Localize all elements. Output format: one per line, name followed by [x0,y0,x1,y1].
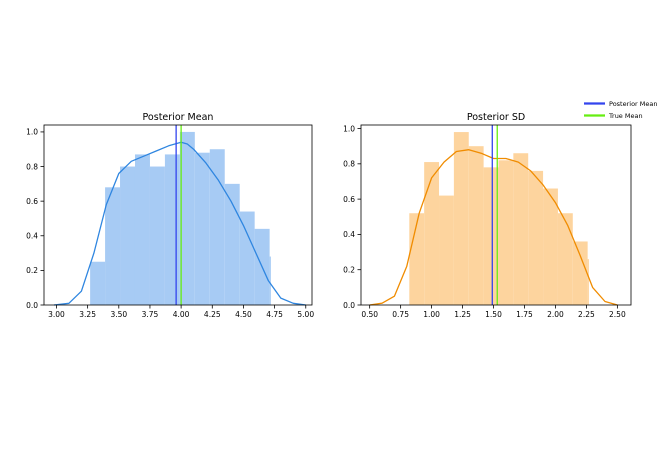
posterior-sd-chart: Posterior SD 0.50 0.75 1.00 1.25 1.50 1.75 2.00… [343,112,632,319]
histogram-bar [149,166,165,305]
histogram-bar [164,154,180,305]
x-tick-label: 1.75 [516,310,533,319]
histogram-bar [468,146,484,305]
y-tick-label: 0.2 [343,266,355,275]
x-tick-label: 3.50 [110,310,127,319]
histogram-bar [557,213,573,305]
x-tick-label: 3.00 [48,310,65,319]
histogram-bar [513,153,529,305]
histogram-bar [120,166,135,305]
histogram-bar [424,162,440,305]
histogram-bar [194,152,210,305]
histogram-bar [209,149,225,305]
x-tick-label: 1.50 [485,310,502,319]
histogram-bar [90,261,106,305]
kde-line [53,141,306,306]
histogram-bar [572,241,588,305]
y-tick-label: 0.0 [343,301,355,310]
x-tick-label: 4.50 [235,310,252,319]
plot-frame [360,124,632,306]
histogram-bar [483,167,499,305]
histogram-bar [269,256,271,305]
x-tick-label: 3.25 [79,310,96,319]
histogram-bar [239,211,255,305]
chart-title: Posterior SD [467,112,525,123]
y-tick-label: 0.4 [26,232,38,241]
x-tick-label: 2.50 [609,310,626,319]
histogram-bar [587,259,589,305]
x-tick-label: 0.50 [361,310,378,319]
histogram-bar [409,213,425,305]
x-tick-label: 4.00 [173,310,190,319]
legend-posterior-mean-label: Posterior Mean [609,100,658,108]
x-tick-label: 1.00 [423,310,440,319]
histogram-bar [543,188,558,305]
x-tick-label: 2.00 [547,310,564,319]
histogram-bar [134,154,150,305]
y-tick-label: 0.2 [26,266,38,275]
legend: Posterior Mean True Mean [584,100,658,120]
posterior-mean-chart: Posterior Mean 3.00 3.25 3.50 3.75 4.00 4.25 4.… [26,112,314,319]
histogram-bar [528,170,544,305]
x-tick-label: 4.75 [266,310,283,319]
y-tick-label: 1.0 [343,124,355,133]
x-tick-label: 2.25 [578,310,595,319]
y-tick-label: 0.0 [26,301,38,310]
legend-true-mean-label: True Mean [608,112,643,120]
histogram-bar [453,132,469,305]
kde-line [369,149,618,306]
y-tick-label: 1.0 [26,128,38,137]
x-tick-label: 5.00 [297,310,314,319]
histogram-bar [224,183,240,305]
y-tick-label: 0.6 [343,195,355,204]
chart-title: Posterior Mean [143,112,214,123]
histogram-bar [179,131,195,305]
x-tick-label: 4.25 [204,310,221,319]
y-tick-label: 0.8 [26,162,38,171]
histogram-bar [105,187,121,305]
x-tick-label: 1.25 [454,310,471,319]
plot-frame [43,124,313,306]
histogram-bar [498,160,514,305]
y-tick-label: 0.6 [26,197,38,206]
y-tick-label: 0.8 [343,160,355,169]
y-tick-label: 0.4 [343,230,355,239]
histogram-bar [439,195,454,305]
x-tick-label: 3.75 [142,310,159,319]
x-tick-label: 0.75 [392,310,409,319]
